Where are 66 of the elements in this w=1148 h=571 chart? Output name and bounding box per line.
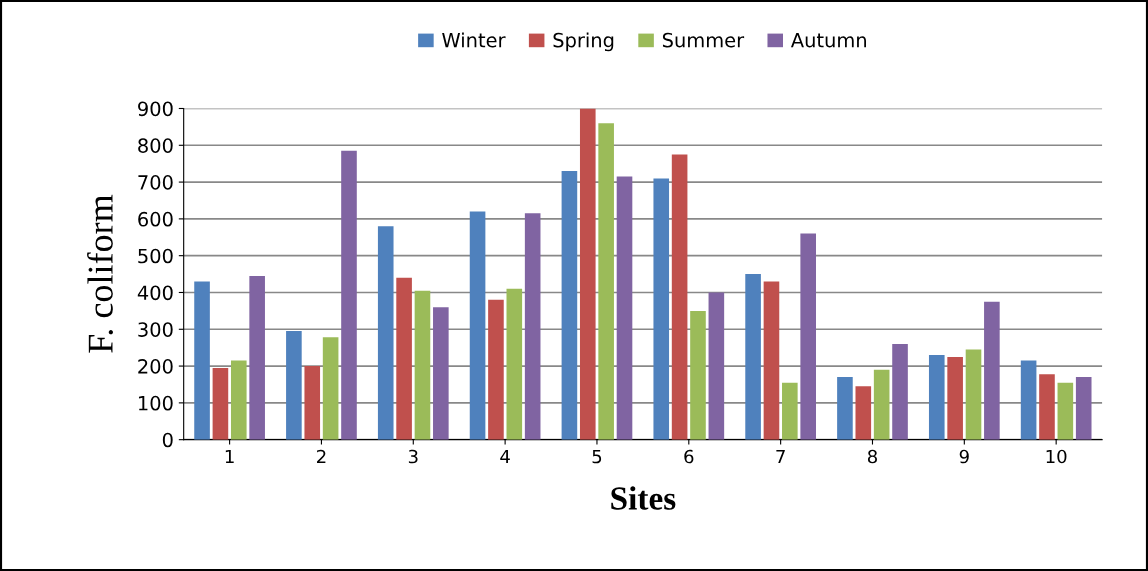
bar (1039, 374, 1055, 440)
bar (965, 349, 982, 440)
bar (653, 178, 670, 440)
y-tick-label: 800 (138, 138, 173, 153)
bar (745, 274, 761, 440)
x-tick-label: 4 (500, 449, 510, 464)
bar (322, 337, 339, 440)
bar (837, 377, 853, 440)
x-tick-label: 1 (225, 449, 234, 464)
bar (304, 366, 321, 440)
legend-label: Winter (442, 32, 506, 48)
bar (433, 307, 449, 440)
y-tick-label: 300 (138, 322, 173, 337)
bar (708, 292, 725, 440)
x-axis-title: Sites (611, 486, 676, 510)
bar (341, 150, 357, 440)
bar (249, 275, 265, 440)
x-tick-label: 8 (867, 449, 877, 464)
bar (488, 299, 504, 440)
bar (286, 331, 302, 440)
bar (671, 154, 688, 440)
bar (396, 277, 412, 440)
bar (598, 123, 614, 440)
legend-label: Summer (662, 32, 745, 48)
bar (506, 288, 523, 440)
y-tick-label: 0 (162, 432, 173, 448)
bar (579, 108, 596, 440)
x-tick-label: 10 (1046, 449, 1067, 464)
bar (1020, 360, 1037, 440)
bar (561, 171, 578, 440)
x-tick-label: 6 (684, 449, 694, 464)
y-tick-label: 600 (138, 211, 173, 227)
bar (1075, 377, 1092, 440)
x-tick-label: 9 (959, 449, 969, 464)
bar (230, 360, 247, 440)
bar (194, 281, 210, 440)
legend-label: Autumn (790, 33, 866, 48)
bar (782, 382, 798, 440)
bar (212, 367, 229, 440)
bar (984, 301, 1000, 440)
x-tick-label: 5 (592, 449, 602, 464)
y-tick-label: 700 (138, 175, 173, 190)
bar (469, 211, 486, 440)
x-tick-label: 2 (317, 449, 326, 464)
y-tick-label: 400 (137, 285, 173, 301)
bar (947, 356, 963, 440)
x-tick-label: 3 (408, 449, 418, 464)
y-axis-title: F. coliform (87, 194, 113, 353)
bar (892, 344, 908, 440)
y-tick-label: 100 (138, 395, 173, 411)
bar (616, 176, 633, 440)
y-tick-label: 500 (138, 248, 173, 264)
bar (524, 213, 541, 440)
y-tick-label: 900 (138, 101, 173, 117)
bar (1057, 382, 1074, 440)
bar (763, 281, 780, 440)
bar (414, 290, 431, 440)
x-tick-label: 7 (776, 449, 785, 464)
bar (855, 386, 872, 440)
legend-label: Spring (553, 32, 614, 52)
bar (928, 355, 945, 440)
bar (377, 226, 394, 440)
bar (690, 310, 706, 440)
bar (800, 233, 816, 440)
y-tick-label: 200 (138, 359, 173, 374)
bar (873, 369, 890, 440)
